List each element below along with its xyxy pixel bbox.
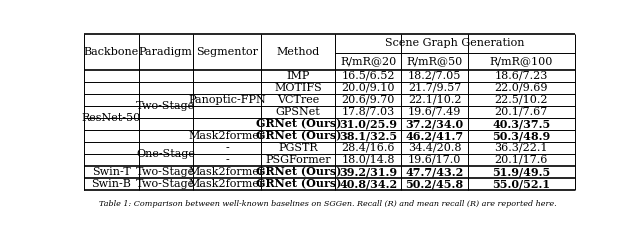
Text: Mask2former: Mask2former	[189, 131, 265, 141]
Text: GRNet (Ours): GRNet (Ours)	[255, 130, 341, 141]
Text: Swin-T: Swin-T	[92, 167, 131, 177]
Text: 50.3/48.9: 50.3/48.9	[492, 130, 550, 141]
Text: 50.2/45.8: 50.2/45.8	[406, 178, 464, 189]
Text: GRNet (Ours): GRNet (Ours)	[255, 166, 341, 177]
Text: 16.5/6.52: 16.5/6.52	[342, 71, 395, 81]
Text: Paradigm: Paradigm	[139, 47, 193, 57]
Text: R/mR@50: R/mR@50	[406, 56, 463, 66]
Text: 36.3/22.1: 36.3/22.1	[495, 143, 548, 153]
Text: 18.0/14.8: 18.0/14.8	[342, 155, 395, 165]
Text: Mask2former: Mask2former	[189, 167, 265, 177]
Text: Segmentor: Segmentor	[196, 47, 258, 57]
Text: -: -	[225, 155, 229, 165]
Text: Scene Graph Generation: Scene Graph Generation	[385, 38, 525, 49]
Text: -: -	[225, 143, 229, 153]
Text: Mask2former: Mask2former	[189, 179, 265, 189]
Text: 40.8/34.2: 40.8/34.2	[339, 178, 397, 189]
Text: IMP: IMP	[287, 71, 310, 81]
Text: PGSTR: PGSTR	[278, 143, 318, 153]
Text: 31.0/25.9: 31.0/25.9	[339, 118, 397, 129]
Text: Method: Method	[276, 47, 320, 57]
Text: 19.6/7.49: 19.6/7.49	[408, 107, 461, 117]
Text: MOTIFS: MOTIFS	[275, 82, 322, 93]
Text: Panoptic-FPN: Panoptic-FPN	[188, 95, 266, 105]
Text: 20.1/7.67: 20.1/7.67	[495, 107, 548, 117]
Text: 18.2/7.05: 18.2/7.05	[408, 71, 461, 81]
Text: GRNet (Ours): GRNet (Ours)	[255, 178, 341, 189]
Text: Backbone: Backbone	[84, 47, 139, 57]
Text: 20.0/9.10: 20.0/9.10	[342, 82, 395, 93]
Text: GPSNet: GPSNet	[276, 107, 321, 117]
Text: 28.4/16.6: 28.4/16.6	[342, 143, 395, 153]
Text: 34.4/20.8: 34.4/20.8	[408, 143, 461, 153]
Text: 22.1/10.2: 22.1/10.2	[408, 95, 461, 105]
Text: 22.0/9.69: 22.0/9.69	[495, 82, 548, 93]
Text: Two-Stage: Two-Stage	[136, 101, 195, 111]
Text: GRNet (Ours): GRNet (Ours)	[255, 118, 341, 129]
Text: R/mR@100: R/mR@100	[490, 56, 553, 66]
Text: R/mR@20: R/mR@20	[340, 56, 397, 66]
Text: PSGFormer: PSGFormer	[266, 155, 331, 165]
Text: 20.1/17.6: 20.1/17.6	[495, 155, 548, 165]
Text: 37.2/34.0: 37.2/34.0	[406, 118, 464, 129]
Text: Two-Stage: Two-Stage	[136, 167, 195, 177]
Text: Two-Stage: Two-Stage	[136, 179, 195, 189]
Text: 47.7/43.2: 47.7/43.2	[406, 166, 464, 177]
Text: 39.2/31.9: 39.2/31.9	[339, 166, 397, 177]
Text: 18.6/7.23: 18.6/7.23	[495, 71, 548, 81]
Text: VCTree: VCTree	[277, 95, 319, 105]
Text: 46.2/41.7: 46.2/41.7	[406, 130, 464, 141]
Text: 19.6/17.0: 19.6/17.0	[408, 155, 461, 165]
Text: 38.1/32.5: 38.1/32.5	[339, 130, 397, 141]
Text: 22.5/10.2: 22.5/10.2	[495, 95, 548, 105]
Text: 17.8/7.03: 17.8/7.03	[342, 107, 395, 117]
Text: 21.7/9.57: 21.7/9.57	[408, 82, 461, 93]
Text: 20.6/9.70: 20.6/9.70	[342, 95, 395, 105]
Text: ResNet-50: ResNet-50	[82, 113, 141, 123]
Text: 55.0/52.1: 55.0/52.1	[492, 178, 550, 189]
Text: 51.9/49.5: 51.9/49.5	[492, 166, 550, 177]
Text: Table 1: Comparison between well-known baselines on SGGen. Recall (R) and mean r: Table 1: Comparison between well-known b…	[99, 200, 557, 208]
Text: One-Stage: One-Stage	[136, 149, 195, 159]
Text: Swin-B: Swin-B	[92, 179, 131, 189]
Text: 40.3/37.5: 40.3/37.5	[492, 118, 550, 129]
